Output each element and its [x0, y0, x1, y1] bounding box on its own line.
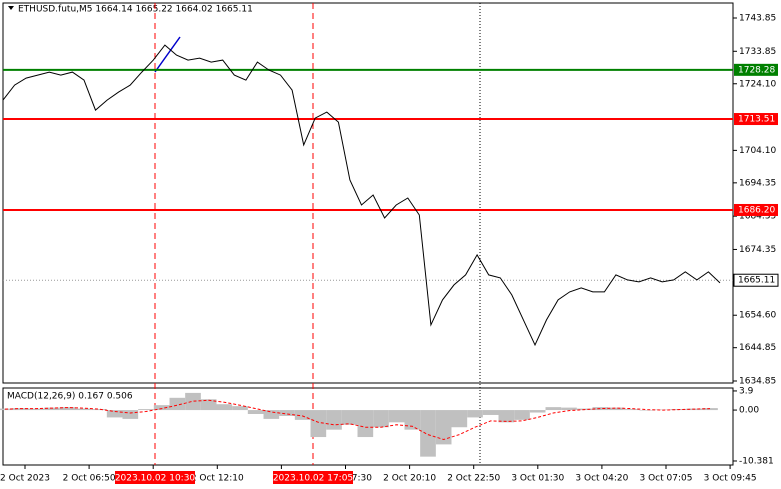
trend-line: [154, 36, 181, 73]
macd-bar: [404, 410, 421, 430]
x-tick-label: 3 Oct 07:05: [640, 474, 693, 484]
macd-bar: [545, 407, 562, 411]
signal-line: [4, 399, 711, 441]
last-price-box: [733, 273, 779, 287]
level-label: 1728.28: [738, 65, 775, 75]
macd-bar: [514, 410, 530, 420]
macd-bar: [498, 410, 515, 423]
price-panel: [2, 2, 734, 384]
y-tick-label: 0.00: [739, 406, 759, 416]
y-tick-label: 1704.10: [739, 146, 776, 156]
macd-bar: [294, 410, 311, 420]
y-tick-label: 3.9: [739, 386, 754, 396]
macd-bar: [561, 407, 577, 411]
macd-bar: [529, 410, 546, 413]
macd-bar: [59, 407, 76, 411]
level-label-box: [734, 113, 778, 126]
macd-bar: [482, 410, 499, 415]
macd-bar: [623, 409, 640, 411]
y-tick-label: 1674.35: [739, 245, 776, 255]
macd-bar: [106, 410, 123, 418]
macd-bar: [169, 397, 186, 411]
y-tick-label: 1654.60: [739, 311, 776, 321]
menu-arrow: [8, 6, 14, 10]
marker-label-box: [273, 471, 353, 484]
y-tick-label: -10.381: [739, 456, 774, 466]
level-label: 1713.51: [738, 115, 775, 125]
marker-label: 2023.10.02 17:05: [273, 474, 353, 484]
y-tick-label: 1743.85: [739, 13, 776, 23]
macd-bar: [341, 410, 358, 425]
macd-bar: [247, 410, 264, 414]
y-tick-label: 1733.85: [739, 47, 776, 57]
x-tick-label: 2 Oct 2023: [0, 474, 50, 484]
macd-bar: [279, 410, 295, 416]
marker-label-box: [115, 471, 195, 484]
macd-bar: [373, 410, 389, 428]
x-tick-label: 2 Oct 22:50: [447, 474, 500, 484]
macd-bar: [91, 409, 107, 411]
x-tick-label: 2 Oct 20:10: [383, 474, 436, 484]
macd-bar: [200, 399, 217, 411]
macd-bar: [467, 410, 483, 418]
y-tick-label: 1724.10: [739, 79, 776, 89]
macd-bar: [122, 410, 139, 419]
x-tick-label: 3 Oct 01:30: [511, 474, 564, 484]
macd-bar: [608, 407, 624, 411]
x-tick-label: 2 Oct 06:50: [63, 474, 116, 484]
macd-bar: [232, 406, 248, 411]
level-label-box: [734, 63, 778, 76]
macd-bar: [592, 407, 609, 411]
chart-title: ETHUSD.futu,M5 1664.14 1665.22 1664.02 1…: [18, 5, 253, 15]
macd-bar: [435, 410, 452, 445]
macd-bar: [216, 404, 233, 411]
macd-bar: [451, 410, 468, 428]
macd-bar: [326, 410, 342, 430]
price-line: [2, 44, 721, 347]
macd-bar: [357, 410, 374, 438]
x-tick-label: 2 Oct 12:10: [191, 474, 244, 484]
level-label: 1686.20: [738, 205, 775, 215]
macd-bar: [420, 410, 436, 457]
macd-title: MACD(12,26,9) 0.167 0.506: [7, 392, 133, 402]
macd-bar: [153, 405, 170, 411]
macd-bar: [75, 408, 92, 411]
macd-bar: [263, 410, 280, 419]
macd-bar: [310, 410, 327, 438]
last-price-label: 1665.11: [738, 276, 775, 286]
macd-bar: [388, 410, 405, 423]
y-tick-label: 1684.35: [739, 212, 776, 222]
macd-bar: [185, 392, 201, 411]
y-tick-label: 1634.85: [739, 377, 776, 387]
x-tick-label: 3 Oct 04:20: [575, 474, 628, 484]
y-tick-label: 1694.35: [739, 178, 776, 188]
marker-label: 2023.10.02 10:30: [115, 474, 196, 484]
y-tick-label: 1644.85: [739, 343, 776, 353]
macd-bar: [138, 409, 154, 411]
macd-bar: [44, 407, 60, 411]
x-tick-label: 3 Oct 09:45: [704, 474, 757, 484]
macd-bar: [28, 408, 45, 411]
level-label-box: [734, 203, 778, 216]
